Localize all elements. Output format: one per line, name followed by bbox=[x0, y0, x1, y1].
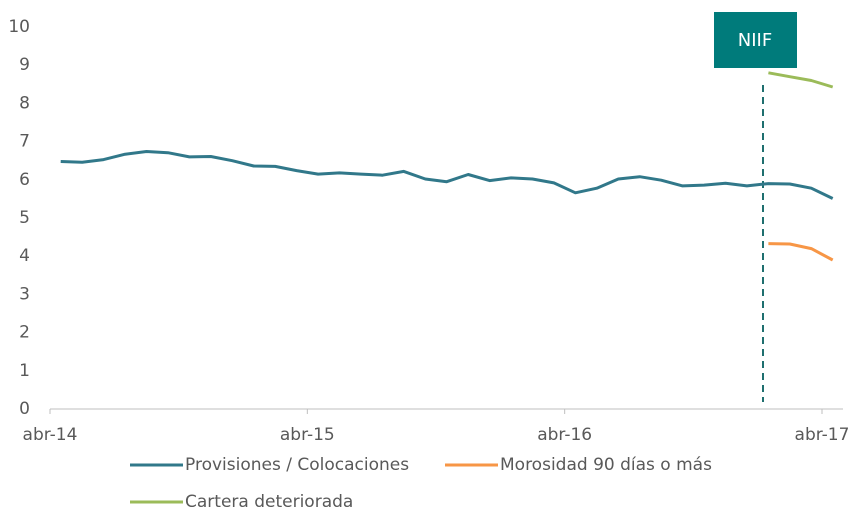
series-line bbox=[768, 242, 834, 262]
series-line bbox=[60, 150, 834, 200]
y-tick-label: 2 bbox=[19, 323, 30, 343]
x-tick-label: abr-17 bbox=[795, 425, 850, 445]
y-tick-label: 1 bbox=[19, 361, 30, 381]
y-tick-label: 9 bbox=[19, 55, 30, 75]
annotation: NIIF bbox=[738, 30, 772, 51]
annotation-box bbox=[714, 12, 797, 68]
y-tick-label: 10 bbox=[8, 17, 30, 37]
y-tick-label: 3 bbox=[19, 284, 30, 304]
legend-label: Provisiones / Colocaciones bbox=[185, 455, 409, 475]
series-line bbox=[768, 71, 834, 89]
legend-label: Cartera deteriorada bbox=[185, 492, 353, 512]
y-tick-label: 0 bbox=[19, 399, 30, 419]
x-tick-label: abr-15 bbox=[280, 425, 335, 445]
x-tick-label: abr-14 bbox=[23, 425, 78, 445]
y-tick-label: 8 bbox=[19, 93, 30, 113]
y-tick-label: 5 bbox=[19, 208, 30, 228]
y-tick-label: 6 bbox=[19, 170, 30, 190]
legend-label: Morosidad 90 días o más bbox=[500, 455, 712, 475]
y-tick-label: 4 bbox=[19, 246, 30, 266]
x-tick-label: abr-16 bbox=[537, 425, 592, 445]
y-tick-label: 7 bbox=[19, 132, 30, 152]
